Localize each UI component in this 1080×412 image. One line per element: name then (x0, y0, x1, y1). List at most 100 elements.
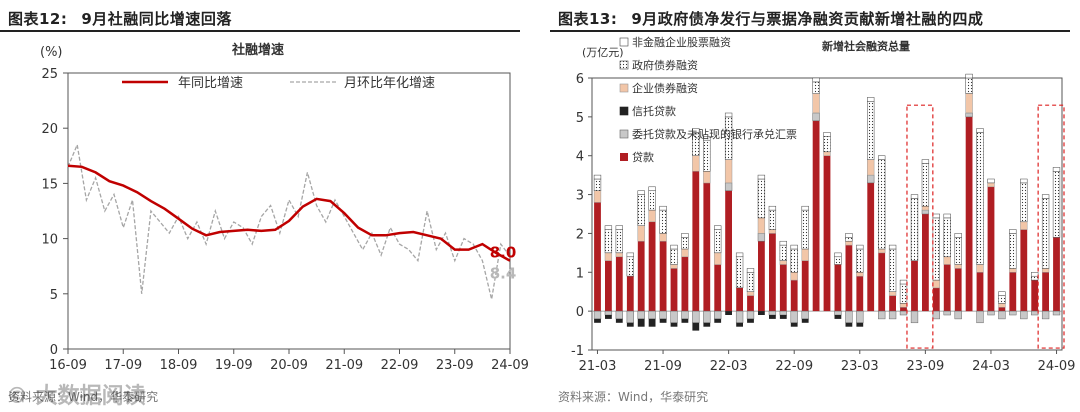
right-bar-trust (594, 318, 601, 323)
right-bar-stock (856, 244, 864, 250)
right-bar-loans (954, 268, 962, 312)
right-bar-loans (1020, 229, 1028, 312)
right-bar-entrust (659, 310, 667, 320)
right-bar-corp-bond (867, 159, 875, 176)
right-bar-gov-bond (845, 237, 853, 242)
right-x-tick-label: 24-09 (1038, 359, 1076, 374)
right-bar-gov-bond (965, 77, 973, 94)
right-bar-entrust (703, 310, 711, 324)
right-bar-loans (998, 307, 1006, 312)
left-y-tick-label: 0 (50, 343, 58, 358)
right-bar-corp-bond (714, 252, 722, 265)
right-x-tick-label: 23-03 (841, 359, 879, 374)
right-bar-entrust (921, 209, 930, 215)
right-bar-stock (681, 233, 689, 238)
right-bar-trust (703, 322, 711, 327)
right-bar-loans (976, 272, 984, 312)
right-y-tick-label: 0 (576, 305, 584, 320)
right-x-tick-label: 23-09 (906, 359, 944, 374)
right-legend-loans-label: 贷款 (632, 150, 654, 164)
right-bar-loans (648, 221, 656, 312)
right-bar-loans (758, 241, 765, 312)
right-bar-stock (1041, 194, 1050, 199)
right-bar-loans (626, 276, 634, 312)
right-bar-gov-bond (604, 229, 613, 254)
right-bar-loans (659, 241, 667, 312)
left-figure-label: 图表12: (8, 10, 68, 28)
right-bar-loans (1053, 237, 1060, 312)
left-end-label-mom: 8.4 (490, 264, 517, 282)
right-bar-loans (856, 276, 864, 312)
right-bar-stock (757, 174, 766, 180)
right-bar-loans (714, 264, 722, 312)
right-bar-trust (769, 315, 776, 319)
right-bar-gov-bond (779, 244, 787, 261)
right-bar-stock (790, 244, 798, 250)
right-bar-gov-bond (910, 198, 919, 261)
right-bar-corp-bond (823, 151, 831, 156)
left-line-chart: (%) 社融增速 0 5 10 15 20 25 16-09 17-09 18-09 19-09 2… (40, 42, 529, 373)
right-bar-gov-bond (735, 256, 744, 289)
right-bar-trust (670, 322, 678, 327)
right-bar-stock (812, 77, 820, 83)
right-bar-trust (801, 318, 809, 323)
right-bar-loans (932, 287, 940, 312)
right-bar-entrust (834, 310, 842, 316)
right-y-tick-label: 5 (576, 111, 584, 126)
right-bar-stock (910, 194, 919, 199)
right-bar-stock (976, 128, 984, 133)
right-bar-gov-bond (801, 209, 809, 250)
right-bar-stock (1009, 229, 1017, 234)
right-bar-stock (878, 155, 886, 160)
left-legend-label-mom: 月环比年化增速 (344, 76, 435, 91)
right-bar-stock (899, 279, 908, 285)
right-bar-trust (845, 322, 853, 327)
right-bar-gov-bond (954, 237, 962, 265)
right-bar-loans (943, 264, 951, 312)
right-bar-entrust (735, 310, 744, 324)
right-bar-corp-bond (648, 209, 656, 223)
right-bar-corp-bond (692, 155, 700, 172)
right-y-tick-label: 2 (576, 227, 584, 242)
right-bar-stock (768, 205, 777, 211)
left-y-tick-label: 15 (41, 177, 58, 192)
right-bar-entrust (1020, 310, 1028, 320)
left-end-label-yoy: 8.0 (490, 244, 517, 262)
left-x-tick-label: 21-09 (325, 358, 363, 373)
right-highlight-box (906, 104, 934, 349)
right-bar-gov-bond (921, 163, 930, 207)
right-bar-entrust (976, 310, 984, 324)
right-bar-entrust (681, 310, 689, 320)
right-bar-stock (867, 97, 875, 102)
right-legend-loans-swatch (620, 153, 628, 161)
right-bar-stock (1031, 272, 1039, 277)
right-bar-entrust (604, 310, 613, 316)
right-bar-trust (747, 318, 754, 323)
right-bar-trust (725, 311, 732, 315)
right-bar-loans (900, 307, 907, 312)
right-x-tick-label: 21-03 (579, 359, 617, 374)
right-bar-trust (626, 322, 634, 327)
right-chart-subtitle: 新增社会融资总量 (822, 39, 910, 53)
right-bar-loans (725, 190, 732, 312)
right-bar-entrust (1041, 310, 1050, 320)
right-bar-corp-bond (724, 159, 733, 184)
right-bar-loans (790, 280, 798, 312)
right-bar-loans (670, 268, 678, 312)
left-y-tick-label: 5 (50, 288, 58, 303)
left-series-yoy-line (67, 164, 511, 262)
right-panel: 图表13: 9月政府债净发行与票据净融资贡献新增社融的四成 (万亿元) 新增社会融… (550, 0, 1080, 412)
right-bar-corp-bond (987, 182, 995, 188)
right-bar-corp-bond (812, 93, 820, 114)
right-bar-entrust (670, 310, 678, 324)
right-bar-stock (965, 73, 973, 79)
right-bar-loans (911, 260, 918, 312)
right-bar-entrust (856, 310, 864, 324)
right-bar-entrust (724, 182, 733, 191)
right-bar-stock (615, 225, 623, 230)
right-x-tick-label: 22-09 (775, 359, 813, 374)
right-figure-label: 图表13: (558, 10, 618, 28)
right-bar-trust (714, 318, 722, 323)
right-bar-stock (1052, 167, 1061, 172)
right-bar-trust (659, 318, 667, 323)
